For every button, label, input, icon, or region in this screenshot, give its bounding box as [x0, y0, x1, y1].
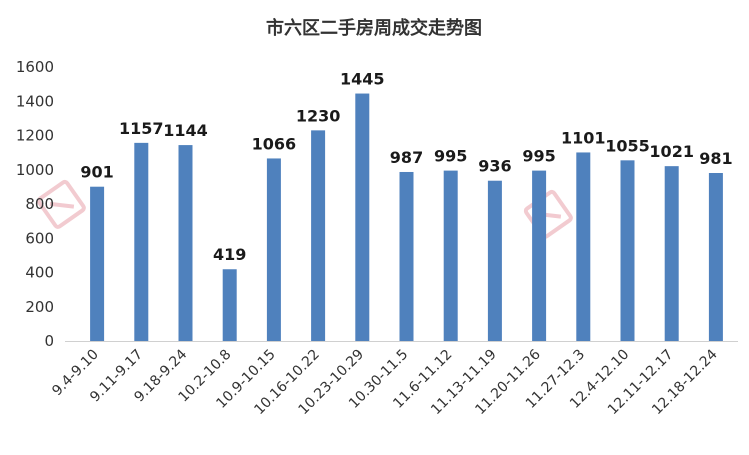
bar: [708, 173, 723, 341]
bar-series: [90, 93, 723, 341]
watermark: [36, 179, 86, 229]
watermark: [523, 189, 573, 239]
bar: [487, 180, 502, 341]
bar: [134, 142, 149, 341]
data-label: 981: [699, 149, 732, 168]
y-axis-ticks: 0 200 400 600 800 1000 1200 1400 1600: [16, 58, 54, 350]
bar: [266, 158, 281, 341]
y-tick-label: 0: [44, 332, 54, 350]
data-label: 1055: [605, 136, 650, 155]
data-label: 1230: [296, 106, 341, 125]
data-label: 1157: [119, 119, 164, 138]
bar: [311, 130, 326, 341]
bar: [222, 269, 237, 341]
bar: [178, 145, 193, 341]
data-label: 901: [80, 163, 113, 182]
x-axis-ticks: 9.4-9.109.11-9.179.18-9.2410.2-10.810.9-…: [49, 346, 721, 418]
y-tick-label: 400: [25, 264, 54, 282]
chart-title: 市六区二手房周成交走势图: [266, 17, 482, 39]
data-label: 419: [213, 245, 246, 264]
data-labels: 901 1157 1144 419 1066 1230 1445 987 995 936 995 11…: [80, 70, 732, 265]
bar: [90, 186, 105, 341]
bar: [620, 160, 635, 341]
bar: [664, 166, 679, 341]
data-label: 936: [478, 157, 511, 176]
y-tick-label: 800: [25, 195, 54, 213]
watermark-logo: [36, 179, 86, 229]
y-tick-label: 1400: [16, 92, 54, 110]
data-label: 1445: [340, 70, 385, 89]
bar: [532, 170, 547, 341]
y-tick-label: 200: [25, 298, 54, 316]
bar: [576, 152, 591, 341]
y-tick-label: 1000: [16, 161, 54, 179]
y-tick-label: 1200: [16, 127, 54, 145]
data-label: 995: [522, 147, 555, 166]
data-label: 1066: [252, 134, 297, 153]
data-label: 995: [434, 147, 467, 166]
y-tick-label: 1600: [16, 58, 54, 76]
watermark-logo-stroke: [49, 201, 75, 209]
bar: [355, 93, 370, 341]
data-label: 987: [390, 148, 423, 167]
bar: [399, 171, 414, 341]
data-label: 1144: [163, 121, 208, 140]
data-label: 1021: [649, 142, 694, 161]
bar: [443, 170, 458, 341]
y-tick-label: 600: [25, 229, 54, 247]
data-label: 1101: [561, 128, 606, 147]
